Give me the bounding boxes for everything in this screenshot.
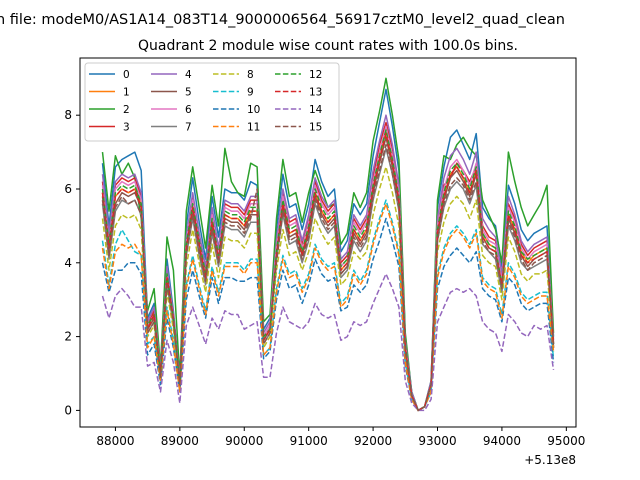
- legend-label-7: 7: [185, 122, 192, 134]
- series-line-15: [101, 143, 555, 412]
- y-tick-label: 4: [64, 256, 72, 270]
- plot-frame: [79, 57, 577, 428]
- y-tick-label: 0: [64, 403, 72, 417]
- legend-frame: [84, 62, 340, 142]
- legend-label-5: 5: [185, 87, 192, 99]
- x-tick-label: 93000: [418, 434, 456, 448]
- legend-label-12: 12: [309, 69, 322, 81]
- legend-label-11: 11: [247, 122, 260, 134]
- series-line-14: [101, 273, 555, 412]
- y-tick-label: 8: [64, 108, 72, 122]
- x-tick-label: 89000: [161, 434, 199, 448]
- series-line-11: [101, 203, 555, 412]
- series-layer: [101, 77, 555, 412]
- x-tick-label: 90000: [225, 434, 263, 448]
- x-offset-label: +5.13e8: [524, 453, 576, 467]
- figure-suptitle: n file: modeM0/AS1A14_083T14_9000006564_…: [0, 12, 565, 28]
- legend-label-4: 4: [185, 69, 192, 81]
- legend-label-0: 0: [123, 69, 130, 81]
- x-tick-label: 91000: [290, 434, 328, 448]
- series-line-12: [101, 129, 555, 412]
- legend-label-8: 8: [247, 69, 254, 81]
- legend-label-1: 1: [123, 87, 130, 99]
- legend-label-14: 14: [309, 104, 323, 116]
- y-tick-label: 2: [64, 330, 72, 344]
- legend-label-13: 13: [309, 87, 322, 99]
- legend-label-9: 9: [247, 87, 254, 99]
- legend-label-6: 6: [185, 104, 192, 116]
- chart-title: Quadrant 2 module wise count rates with …: [138, 38, 518, 54]
- x-tick-label: 94000: [483, 434, 521, 448]
- x-axis: 88000 89000 90000 91000 92000 93000 94000 95000: [96, 427, 585, 448]
- legend-label-10: 10: [247, 104, 260, 116]
- x-tick-label: 88000: [96, 434, 134, 448]
- x-tick-label: 92000: [354, 434, 392, 448]
- legend-label-15: 15: [309, 122, 322, 134]
- y-tick-label: 6: [64, 182, 72, 196]
- x-tick-label: 95000: [547, 434, 585, 448]
- legend-label-2: 2: [123, 104, 130, 116]
- legend-label-3: 3: [123, 122, 130, 134]
- y-axis: 0 2 4 6 8: [64, 108, 80, 417]
